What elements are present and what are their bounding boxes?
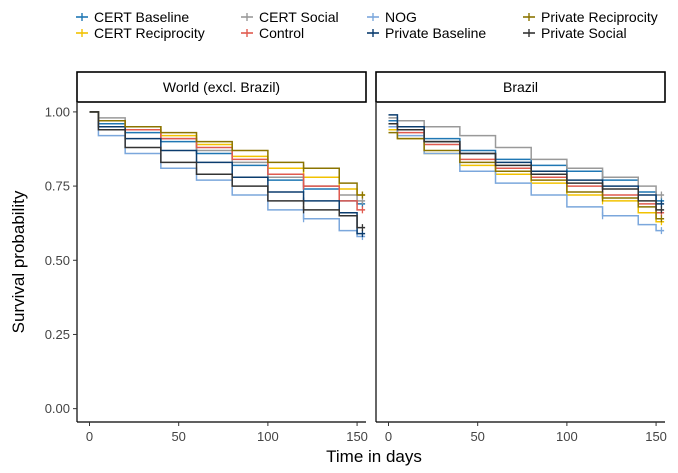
legend-item-control: Control: [241, 25, 304, 41]
x-tick-label: 100: [257, 429, 279, 444]
facet-world-excl-brazil: World (excl. Brazil) 0 50 100 150 0.00 0.25 0.5…: [45, 71, 368, 444]
facet-strip: [375, 71, 666, 103]
x-tick-label: 50: [171, 429, 185, 444]
facet-title: Brazil: [503, 79, 538, 95]
series-line: [89, 111, 366, 229]
legend-item-cert-reciprocity: CERT Reciprocity: [76, 25, 205, 41]
legend-label: Private Reciprocity: [541, 9, 658, 25]
y-axis-label: Survival probability: [9, 190, 28, 333]
x-tick-label: 50: [470, 429, 484, 444]
y-tick-label: 0.25: [45, 327, 70, 342]
legend-item-nog: NOG: [367, 9, 417, 25]
series-line: [388, 123, 665, 211]
series-nog: [89, 111, 366, 241]
x-tick-label: 150: [346, 429, 368, 444]
y-tick-label: 0.50: [45, 253, 70, 268]
x-tick-label: 100: [556, 429, 578, 444]
legend-label: Private Social: [541, 25, 627, 41]
x-tick-label: 150: [645, 429, 667, 444]
series-line: [89, 111, 366, 205]
y-tick-label: 0.75: [45, 179, 70, 194]
x-tick-label: 0: [385, 429, 392, 444]
facet-brazil: Brazil 0 50 100 150: [375, 71, 667, 444]
y-tick-label: 0.00: [45, 401, 70, 416]
y-tick-label: 1.00: [45, 104, 70, 119]
series-cert-social: [89, 111, 366, 205]
legend-label: CERT Baseline: [94, 9, 189, 25]
legend-item-cert-social: CERT Social: [241, 9, 339, 25]
series-line: [89, 111, 366, 202]
legend-label: NOG: [385, 9, 417, 25]
legend-label: Private Baseline: [385, 25, 486, 41]
series-line: [89, 111, 366, 196]
legend-label: Control: [259, 25, 304, 41]
series-line: [388, 117, 665, 196]
series-line: [388, 128, 665, 223]
series-private-social: [89, 111, 366, 232]
series-line: [388, 123, 665, 214]
x-axis-label: Time in days: [326, 447, 422, 466]
series-control: [388, 123, 665, 217]
series-line: [388, 131, 665, 220]
x-tick-label: 0: [86, 429, 93, 444]
legend-label: CERT Reciprocity: [94, 25, 205, 41]
series-private-reciprocity: [89, 111, 366, 199]
legend-label: CERT Social: [259, 9, 339, 25]
legend-item-private-baseline: Private Baseline: [367, 25, 486, 41]
facets: World (excl. Brazil) 0 50 100 150 0.00 0.25 0.5…: [45, 71, 667, 444]
series-private-baseline: [388, 114, 665, 208]
facet-title: World (excl. Brazil): [163, 79, 280, 95]
legend-item-cert-baseline: CERT Baseline: [76, 9, 189, 25]
facet-strip: [76, 71, 367, 103]
legend-item-private-social: Private Social: [523, 25, 627, 41]
series-private-social: [388, 123, 665, 214]
legend-item-private-reciprocity: Private Reciprocity: [523, 9, 658, 25]
